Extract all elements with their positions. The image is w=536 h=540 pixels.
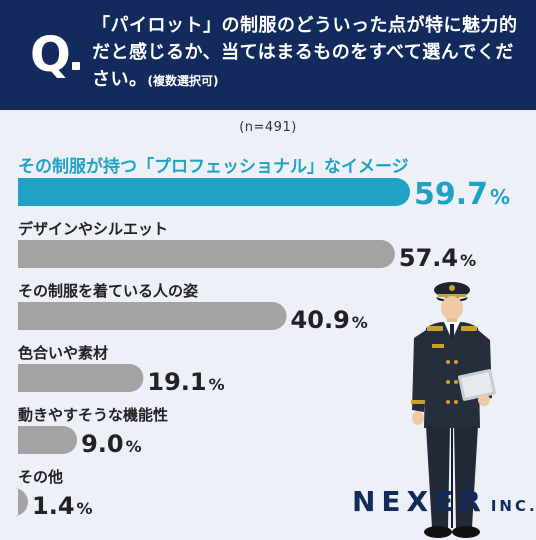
category-label: 色合いや素材	[18, 344, 108, 362]
logo-main: NEXER	[352, 485, 487, 518]
value-unit: %	[126, 437, 142, 456]
value-number: 9.0	[81, 430, 124, 458]
sample-size: (n=491)	[239, 120, 297, 135]
question-mark-dot	[72, 62, 80, 70]
logo-sub: INC.	[490, 497, 536, 515]
bar	[18, 240, 395, 268]
value-unit: %	[352, 313, 368, 332]
question-text: 「パイロット」の制服のどういった点が特に魅力的だと感じるか、当てはまるものをすべ…	[92, 12, 522, 95]
bar	[18, 364, 144, 392]
value-label: 9.0%	[81, 430, 142, 458]
category-label: 動きやすそうな機能性	[18, 406, 168, 424]
category-label: デザインやシルエット	[18, 220, 168, 238]
question-note: (複数選択可)	[147, 74, 219, 88]
bar	[18, 426, 78, 454]
question-header: Q 「パイロット」の制服のどういった点が特に魅力的だと感じるか、当てはまるものを…	[0, 0, 536, 110]
value-label: 57.4%	[399, 244, 476, 272]
category-label: その他	[18, 468, 63, 486]
value-number: 1.4	[32, 492, 75, 520]
bar	[18, 178, 410, 206]
value-number: 19.1	[147, 368, 206, 396]
nexer-logo: NEXER INC.	[352, 485, 535, 525]
category-label: その制服が持つ「プロフェッショナル」なイメージ	[18, 156, 409, 177]
question-mark: Q	[30, 27, 71, 83]
question-body: 「パイロット」の制服のどういった点が特に魅力的だと感じるか、当てはまるものをすべ…	[92, 15, 518, 90]
category-label: その制服を着ている人の姿	[18, 282, 198, 300]
value-number: 40.9	[291, 306, 350, 334]
bar	[18, 302, 287, 330]
value-unit: %	[490, 185, 510, 209]
value-label: 19.1%	[147, 368, 224, 396]
value-number: 59.7	[414, 177, 488, 212]
value-label: 40.9%	[291, 306, 368, 334]
value-unit: %	[209, 375, 225, 394]
bar	[14, 488, 28, 516]
pilot-illustration	[411, 282, 496, 538]
value-label: 59.7%	[414, 177, 510, 212]
value-unit: %	[77, 499, 93, 518]
value-number: 57.4	[399, 244, 458, 272]
value-label: 1.4%	[32, 492, 93, 520]
value-unit: %	[460, 251, 476, 270]
